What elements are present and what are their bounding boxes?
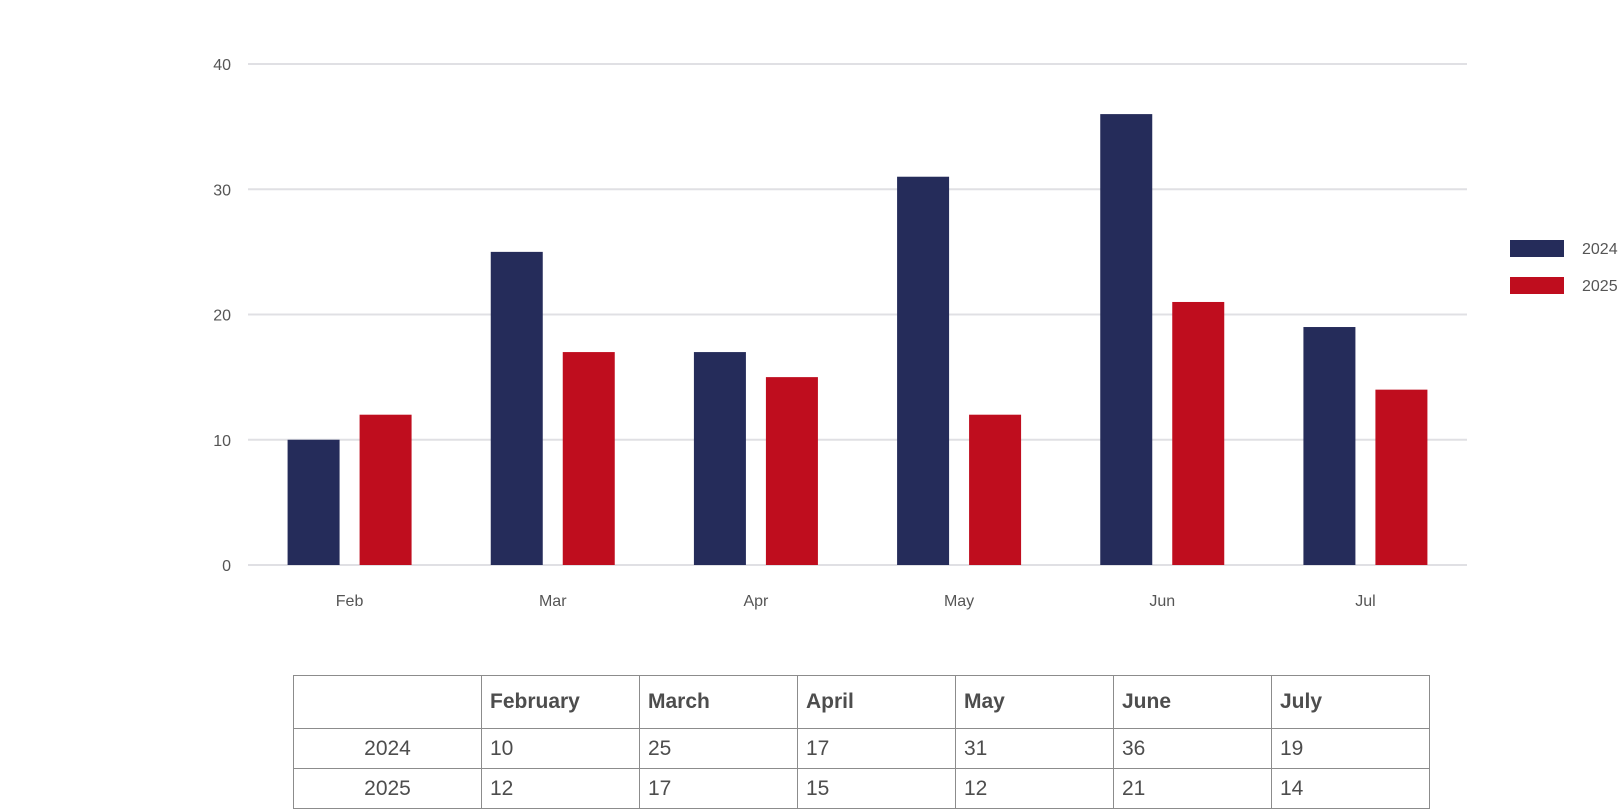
y-tick-label: 30 xyxy=(213,182,231,199)
table-cell: 36 xyxy=(1113,728,1272,769)
gridlines xyxy=(248,63,1467,566)
x-tick-label: Feb xyxy=(336,593,364,610)
bar-2025-Jul xyxy=(1375,389,1428,565)
legend-label: 2025 xyxy=(1582,278,1618,295)
bars xyxy=(287,114,1428,565)
table-cell: 19 xyxy=(1271,728,1430,769)
column-header: June xyxy=(1113,675,1272,729)
bar-2024-May xyxy=(897,176,950,565)
row-label: 2025 xyxy=(293,768,482,809)
bar-2024-Mar xyxy=(490,251,543,565)
legend: 2024 2025 xyxy=(1510,240,1618,295)
table-header-row: February March April May June July xyxy=(293,675,1430,729)
x-tick-label: Mar xyxy=(539,593,567,610)
x-tick-label: Jul xyxy=(1355,593,1375,610)
x-tick-label: Apr xyxy=(743,593,769,610)
x-tick-label: Jun xyxy=(1149,593,1175,610)
data-table: February March April May June July 2024 … xyxy=(293,675,1430,809)
column-header: May xyxy=(955,675,1114,729)
x-tick-label: May xyxy=(944,593,974,610)
legend-swatch xyxy=(1510,240,1564,257)
x-axis: Feb Mar Apr May Jun Jul xyxy=(336,593,1376,610)
bar-chart: 0 10 20 30 40 Feb Mar Apr May Jun Jul 2024 2025 xyxy=(213,57,1618,610)
table-cell: 31 xyxy=(955,728,1114,769)
bar-2025-Feb xyxy=(359,414,412,565)
table-corner-cell xyxy=(293,675,482,729)
table-cell: 25 xyxy=(639,728,798,769)
y-tick-label: 10 xyxy=(213,433,231,450)
table-cell: 17 xyxy=(639,768,798,809)
column-header: March xyxy=(639,675,798,729)
y-axis: 0 10 20 30 40 xyxy=(213,57,231,575)
table-cell: 17 xyxy=(797,728,956,769)
bar-2024-Apr xyxy=(693,352,746,565)
bar-2024-Jul xyxy=(1303,327,1356,565)
table-row: 2024 10 25 17 31 36 19 xyxy=(293,728,1430,769)
row-label: 2024 xyxy=(293,728,482,769)
y-tick-label: 20 xyxy=(213,308,231,325)
bar-2025-Mar xyxy=(562,352,615,565)
legend-swatch xyxy=(1510,277,1564,294)
bar-2025-Jun xyxy=(1172,301,1225,565)
table-cell: 12 xyxy=(955,768,1114,809)
table-cell: 12 xyxy=(481,768,640,809)
column-header: April xyxy=(797,675,956,729)
column-header: July xyxy=(1271,675,1430,729)
table-cell: 14 xyxy=(1271,768,1430,809)
y-tick-label: 40 xyxy=(213,57,231,74)
column-header: February xyxy=(481,675,640,729)
table-cell: 10 xyxy=(481,728,640,769)
y-tick-label: 0 xyxy=(222,558,231,575)
table-row: 2025 12 17 15 12 21 14 xyxy=(293,768,1430,809)
bar-2024-Jun xyxy=(1100,114,1153,565)
bar-2025-Apr xyxy=(765,377,818,565)
bar-2024-Feb xyxy=(287,439,340,565)
bar-2025-May xyxy=(969,414,1022,565)
table-cell: 21 xyxy=(1113,768,1272,809)
table-cell: 15 xyxy=(797,768,956,809)
legend-label: 2024 xyxy=(1582,241,1618,258)
